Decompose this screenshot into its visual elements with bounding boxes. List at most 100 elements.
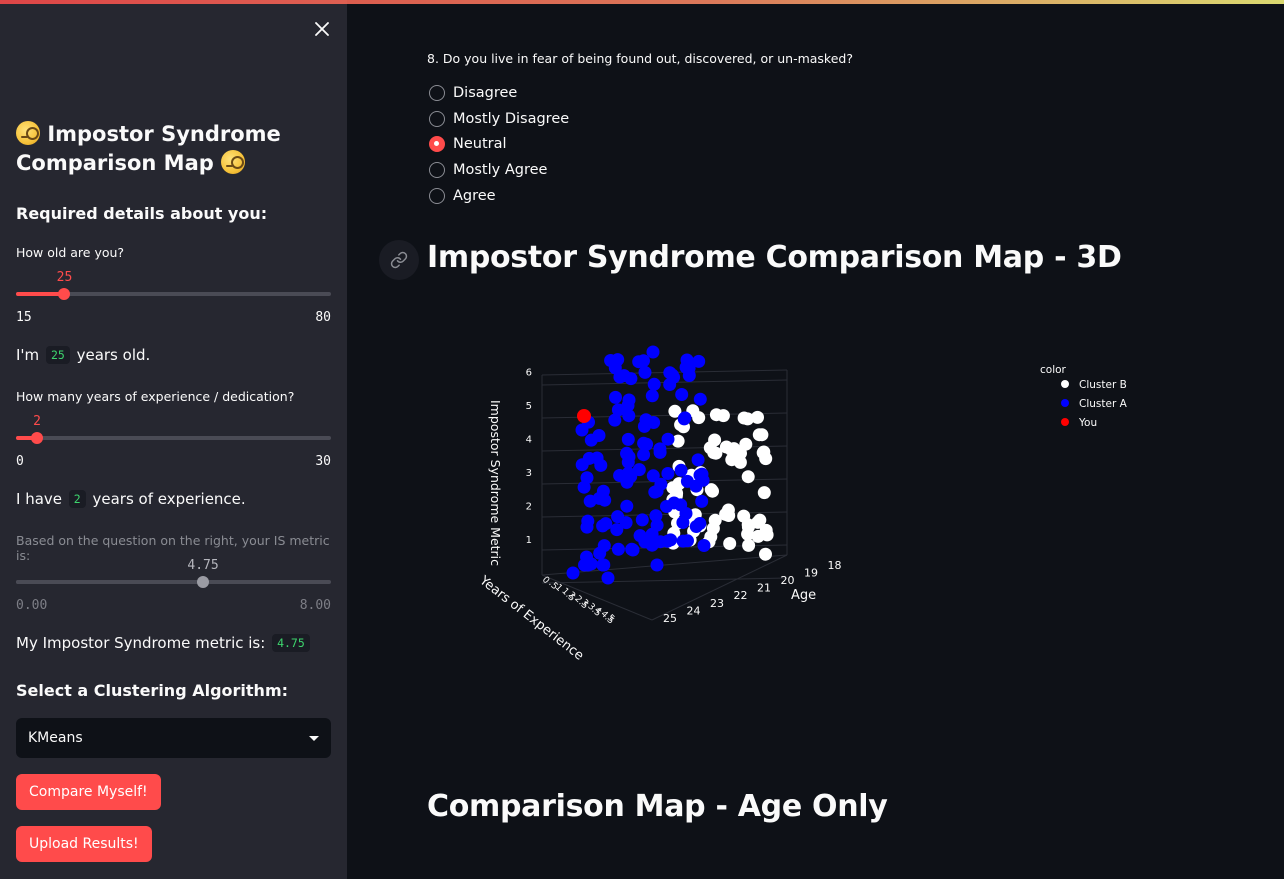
x-tick-label: 1	[553, 583, 564, 594]
radio-circle[interactable]	[429, 110, 445, 127]
y-tick-label: 22	[734, 589, 748, 602]
cluster-a-point	[693, 392, 707, 406]
cluster-a-point	[650, 558, 664, 572]
radio-circle[interactable]	[429, 187, 445, 204]
cluster-a-point	[635, 513, 649, 527]
cluster-a-point	[622, 393, 636, 407]
experience-sentence-prefix: I have	[16, 490, 62, 508]
radio-label: Neutral	[453, 136, 507, 153]
cluster-a-point	[624, 372, 638, 386]
experience-slider[interactable]: 2 0 30	[16, 414, 331, 478]
close-icon	[315, 22, 329, 36]
cluster-b-point	[752, 428, 766, 442]
slider-fill	[16, 292, 65, 296]
cluster-a-point	[638, 365, 652, 379]
z-tick-label: 2	[526, 502, 532, 513]
z-axis-label: Impostor Syndrome Metric	[488, 400, 503, 566]
cluster-a-point	[649, 509, 663, 523]
cluster-a-point	[611, 542, 625, 556]
radio-option-mostly-disagree[interactable]: Mostly Disagree	[427, 106, 569, 132]
metric-note-label: Based on the question on the right, your…	[16, 533, 330, 563]
cluster-b-point	[741, 520, 755, 534]
cluster-a-point	[646, 469, 660, 483]
slider-min: 0	[16, 454, 24, 469]
cluster-b-point	[708, 513, 722, 527]
cluster-a-point	[647, 416, 661, 429]
x-tick-label: 0	[540, 575, 551, 586]
cluster-a-point	[575, 423, 589, 437]
cluster-a-point	[693, 517, 707, 530]
cluster-a-point	[654, 477, 668, 491]
radio-option-mostly-agree[interactable]: Mostly Agree	[427, 157, 569, 183]
cluster-a-point	[676, 534, 690, 548]
cluster-a-point	[632, 355, 646, 369]
metric-value-chip: 4.75	[272, 634, 310, 652]
cluster-a-point	[597, 539, 611, 553]
cluster-a-point	[611, 403, 625, 417]
radio-label: Mostly Agree	[453, 161, 548, 178]
age-sentence: I'm 25 years old.	[16, 346, 150, 364]
cluster-a-point	[661, 467, 675, 480]
legend-title: color	[1040, 364, 1067, 376]
slider-track[interactable]	[16, 436, 331, 440]
radio-option-disagree[interactable]: Disagree	[427, 80, 569, 106]
z-tick-label: 4	[526, 435, 532, 446]
heading-anchor-link[interactable]	[379, 240, 419, 280]
slider-track[interactable]	[16, 292, 331, 296]
comparison-3d-plot[interactable]: 1 2 3 4 5 6 0.5 1 1.5 2 2.5 3 3.5 4 4.5 5 25 24 23 22 21 20 19…	[457, 340, 1157, 670]
legend-item-label[interactable]: You	[1078, 417, 1097, 429]
upload-results-button[interactable]: Upload Results!	[16, 826, 152, 862]
legend-item-label[interactable]: Cluster A	[1079, 398, 1128, 410]
heading-age-only-map: Comparison Map - Age Only	[427, 789, 888, 824]
algorithm-selected-value: KMeans	[28, 730, 83, 746]
radio-circle[interactable]	[429, 161, 445, 178]
legend-marker[interactable]	[1061, 380, 1069, 388]
y-tick-label: 23	[710, 597, 724, 610]
cluster-a-point	[610, 523, 624, 537]
cluster-a-point	[647, 377, 661, 391]
legend-marker[interactable]	[1061, 418, 1069, 426]
main-content: 8. Do you live in fear of being found ou…	[347, 0, 1284, 879]
slider-fill	[16, 580, 204, 584]
slider-fill	[16, 436, 37, 440]
slider-thumb[interactable]	[58, 288, 71, 300]
cluster-b-point	[706, 484, 719, 498]
top-decoration-bar	[0, 0, 1284, 4]
cluster-a-point	[637, 448, 651, 462]
cluster-a-point	[680, 353, 694, 367]
sidebar: Impostor Syndrome Comparison Map Require…	[0, 0, 347, 879]
cluster-b-point	[723, 537, 737, 550]
plot-points	[566, 345, 774, 585]
compare-myself-button[interactable]: Compare Myself!	[16, 774, 161, 810]
sidebar-title-line1: Impostor Syndrome	[47, 122, 281, 146]
answer-radio-group: Disagree Mostly Disagree Neutral Mostly Agr…	[427, 80, 569, 208]
x-tick-label: 2	[566, 590, 577, 601]
cluster-a-point	[580, 471, 594, 485]
radio-circle[interactable]	[429, 84, 445, 101]
cluster-b-point	[757, 486, 771, 500]
sidebar-title: Impostor Syndrome Comparison Map	[16, 120, 326, 178]
plot-legend[interactable]: color Cluster B Cluster A You	[1040, 364, 1128, 429]
legend-item-label[interactable]: Cluster B	[1079, 379, 1127, 391]
cluster-a-point	[621, 455, 635, 469]
radio-option-neutral[interactable]: Neutral	[427, 131, 569, 157]
cluster-b-point	[741, 470, 755, 484]
experience-question-label: How many years of experience / dedicatio…	[16, 389, 295, 404]
cluster-b-point	[759, 547, 772, 561]
radio-circle[interactable]	[429, 136, 445, 153]
experience-sentence-suffix: years of experience.	[92, 490, 246, 508]
y-tick-label: 21	[757, 582, 771, 595]
close-sidebar-button[interactable]	[310, 17, 334, 41]
cluster-b-point	[757, 445, 771, 459]
heading-3d-map: Impostor Syndrome Comparison Map - 3D	[427, 240, 1122, 275]
radio-option-agree[interactable]: Agree	[427, 183, 569, 209]
cluster-a-point	[653, 445, 667, 459]
legend-marker[interactable]	[1061, 399, 1069, 407]
age-slider[interactable]: 25 15 80	[16, 270, 331, 334]
slider-thumb[interactable]	[31, 432, 43, 444]
cluster-b-point	[716, 409, 730, 423]
algorithm-heading: Select a Clustering Algorithm:	[16, 681, 289, 700]
plot-grid	[541, 369, 788, 621]
algorithm-select[interactable]: KMeans	[16, 718, 331, 758]
